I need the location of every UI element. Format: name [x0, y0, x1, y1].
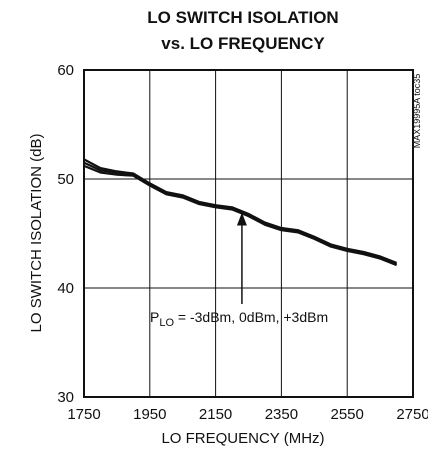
- x-tick-labels: 1750 1950 2150 2350 2550 2750: [67, 406, 428, 423]
- annotation-arrow-head: [236, 212, 247, 226]
- chart-title-line-1: LO SWITCH ISOLATION: [147, 8, 338, 27]
- annotation-label-main: P: [150, 309, 159, 325]
- series-line: [83, 164, 398, 267]
- x-tick-label: 1950: [133, 406, 166, 423]
- annotation-label-rest: = -3dBm, 0dBm, +3dBm: [174, 309, 328, 325]
- annotation: PLO = -3dBm, 0dBm, +3dBm: [150, 212, 328, 329]
- y-axis-label: LO SWITCH ISOLATION (dB): [28, 134, 45, 333]
- series-group: [83, 158, 398, 267]
- plot-frame: [83, 69, 414, 398]
- x-tick-label: 1750: [67, 406, 100, 423]
- annotation-label: PLO = -3dBm, 0dBm, +3dBm: [150, 309, 328, 329]
- chart-title-line-2: vs. LO FREQUENCY: [161, 34, 325, 53]
- annotation-label-sub: LO: [159, 317, 174, 329]
- y-tick-label: 50: [57, 171, 74, 188]
- y-tick-label: 30: [57, 389, 74, 406]
- part-code: MAX19995A toc35: [412, 74, 422, 149]
- y-tick-labels: 30 40 50 60: [57, 62, 74, 406]
- x-tick-label: 2150: [199, 406, 232, 423]
- grid: [84, 70, 413, 397]
- x-tick-label: 2350: [265, 406, 298, 423]
- y-tick-label: 60: [57, 62, 74, 79]
- x-tick-label: 2550: [331, 406, 364, 423]
- x-axis-label: LO FREQUENCY (MHz): [161, 430, 324, 447]
- x-tick-label: 2750: [396, 406, 428, 423]
- y-tick-label: 40: [57, 280, 74, 297]
